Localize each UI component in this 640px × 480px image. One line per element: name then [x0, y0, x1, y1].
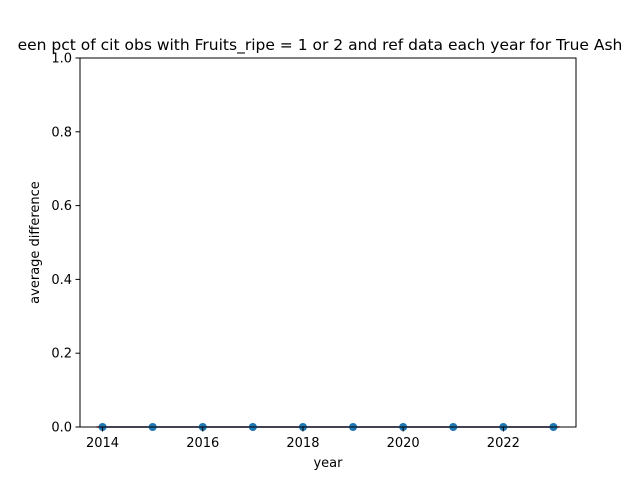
y-tick-label: 0.6: [51, 199, 72, 214]
x-tick-label: 2016: [186, 436, 219, 451]
x-tick-label: 2020: [387, 436, 420, 451]
y-tick-label: 0.0: [51, 421, 72, 436]
y-tick-label: 0.4: [51, 273, 72, 288]
x-tick-label: 2018: [286, 436, 319, 451]
y-tick-label: 1.0: [51, 52, 72, 67]
x-axis-label: year: [313, 456, 343, 471]
y-axis: 0.0 0.2 0.4 0.6 0.8 1.0: [51, 52, 80, 436]
y-tick-label: 0.8: [51, 125, 72, 140]
plot-frame: [79, 57, 577, 428]
x-axis: 2014 2016 2018 2020 2022: [86, 427, 520, 451]
y-axis-label: average difference: [28, 181, 43, 304]
x-tick-label: 2014: [86, 436, 119, 451]
x-tick-label: 2022: [487, 436, 520, 451]
y-tick-label: 0.2: [51, 347, 72, 362]
chart-title: een pct of cit obs with Fruits_ripe = 1 …: [18, 36, 623, 55]
